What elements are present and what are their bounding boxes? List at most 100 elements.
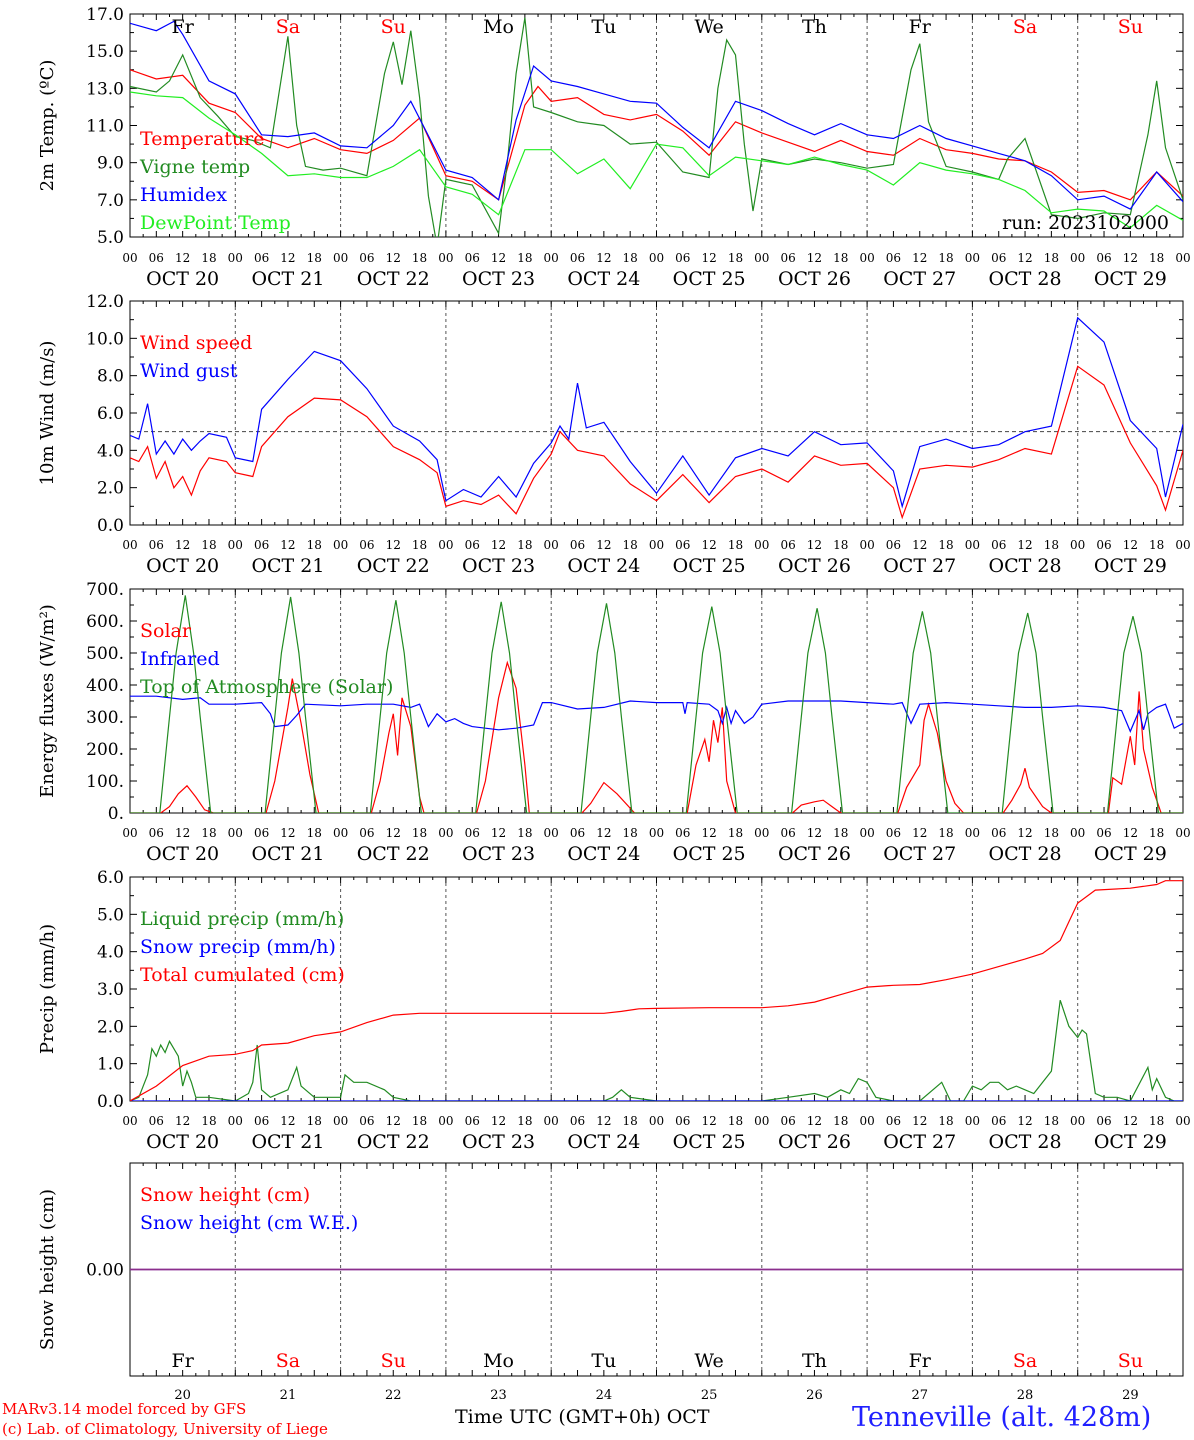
y-tick-label: 15.0 [86, 42, 124, 62]
hour-tick-label: 00 [859, 826, 874, 840]
day-name: Th [802, 1350, 827, 1372]
y-tick-label: 10.0 [86, 329, 124, 349]
hour-tick-label: 00 [438, 826, 453, 840]
y-tick-label: 5.0 [97, 228, 124, 248]
hour-tick-label: 12 [1017, 251, 1032, 265]
hour-tick-label: 18 [201, 1114, 216, 1128]
day-number-label: 26 [806, 1388, 823, 1403]
hour-tick-label: 12 [175, 1114, 190, 1128]
hour-tick-label: 18 [1044, 538, 1059, 552]
hour-tick-label: 12 [912, 251, 927, 265]
hour-tick-label: 00 [228, 538, 243, 552]
hour-tick-label: 12 [280, 251, 295, 265]
hour-tick-label: 00 [438, 1114, 453, 1128]
date-label: OCT 29 [1094, 1131, 1167, 1153]
hour-tick-label: 12 [596, 538, 611, 552]
hour-tick-label: 12 [386, 1114, 401, 1128]
y-tick-label: 3.0 [97, 980, 124, 1000]
hour-tick-label: 06 [675, 1114, 690, 1128]
day-name: Fr [909, 16, 932, 38]
hour-tick-label: 06 [465, 538, 480, 552]
hour-tick-label: 00 [544, 251, 559, 265]
series-line [130, 69, 1183, 201]
hour-tick-label: 06 [1096, 538, 1111, 552]
legend-entry: Snow height (cm) [140, 1184, 310, 1206]
station-name: Tenneville (alt. 428m) [852, 1402, 1152, 1433]
panel-3: 0. 100. 200. 300. 400. 500. 600. 700. Energy flu… [37, 580, 1191, 865]
y-tick-label: 4.0 [97, 943, 124, 963]
hour-tick-label: 18 [623, 251, 638, 265]
legend-entry: Total cumulated (cm) [140, 964, 345, 986]
hour-tick-label: 18 [517, 538, 532, 552]
hour-tick-label: 12 [491, 826, 506, 840]
hour-tick-label: 00 [754, 251, 769, 265]
hour-tick-label: 12 [175, 826, 190, 840]
hour-tick-label: 06 [149, 251, 164, 265]
hour-tick-label: 00 [1175, 826, 1190, 840]
hour-tick-label: 12 [1017, 1114, 1032, 1128]
hour-tick-label: 18 [201, 251, 216, 265]
day-name: Mo [483, 1350, 514, 1372]
hour-tick-label: 12 [807, 251, 822, 265]
hour-tick-label: 06 [359, 1114, 374, 1128]
hour-tick-label: 12 [386, 538, 401, 552]
hour-tick-label: 18 [1149, 538, 1164, 552]
hour-tick-label: 18 [1044, 251, 1059, 265]
hour-tick-label: 00 [859, 538, 874, 552]
hour-tick-label: 18 [307, 826, 322, 840]
run-annotation: run: 2023102000 [1002, 212, 1169, 234]
date-label: OCT 22 [357, 843, 430, 865]
y-tick-label: 5.0 [97, 905, 124, 925]
hour-tick-label: 00 [228, 826, 243, 840]
hour-tick-label: 00 [122, 826, 137, 840]
date-label: OCT 28 [989, 1131, 1062, 1153]
hour-tick-label: 12 [807, 826, 822, 840]
day-number-label: 25 [701, 1388, 718, 1403]
y-tick-label: 0.00 [86, 1261, 124, 1281]
hour-tick-label: 12 [175, 538, 190, 552]
date-label: OCT 29 [1094, 268, 1167, 290]
hour-tick-label: 12 [386, 251, 401, 265]
y-axis-label: 10m Wind (m/s) [37, 341, 58, 486]
date-label: OCT 26 [778, 1131, 851, 1153]
hour-tick-label: 18 [938, 826, 953, 840]
hour-tick-label: 18 [517, 826, 532, 840]
hour-tick-label: 06 [570, 826, 585, 840]
hour-tick-label: 12 [702, 251, 717, 265]
panel-2: 0.0 2.0 4.0 6.0 8.0 10.0 12.0 10m Wind (m/s) Win… [37, 292, 1191, 577]
date-label: OCT 27 [883, 1131, 956, 1153]
series-line [130, 880, 1183, 1101]
hour-tick-label: 12 [596, 826, 611, 840]
hour-tick-label: 18 [1149, 1114, 1164, 1128]
y-axis-label: 2m Temp. (ºC) [37, 60, 58, 192]
y-tick-label: 7.0 [97, 191, 124, 211]
date-label: OCT 24 [567, 843, 640, 865]
hour-tick-label: 18 [938, 1114, 953, 1128]
date-label: OCT 28 [989, 268, 1062, 290]
date-label: OCT 29 [1094, 555, 1167, 577]
y-tick-label: 8.0 [97, 367, 124, 387]
day-name: Su [1118, 16, 1143, 38]
legend-entry: Snow height (cm W.E.) [140, 1212, 358, 1234]
date-label: OCT 20 [146, 268, 219, 290]
hour-tick-label: 18 [412, 1114, 427, 1128]
hour-tick-label: 12 [1123, 538, 1138, 552]
date-label: OCT 24 [567, 555, 640, 577]
day-number-label: 21 [280, 1388, 297, 1403]
hour-tick-label: 12 [175, 251, 190, 265]
hour-tick-label: 00 [754, 1114, 769, 1128]
date-label: OCT 22 [357, 555, 430, 577]
hour-tick-label: 12 [1017, 538, 1032, 552]
hour-tick-label: 06 [359, 538, 374, 552]
hour-tick-label: 18 [623, 1114, 638, 1128]
date-label: OCT 20 [146, 843, 219, 865]
y-tick-label: 400. [86, 676, 124, 696]
hour-tick-label: 06 [991, 826, 1006, 840]
legend-entry: Infrared [140, 648, 220, 670]
date-label: OCT 27 [883, 555, 956, 577]
hour-tick-label: 12 [1017, 826, 1032, 840]
series-line [130, 660, 1183, 813]
hour-tick-label: 00 [965, 251, 980, 265]
date-label: OCT 27 [883, 843, 956, 865]
hour-tick-label: 00 [649, 1114, 664, 1128]
